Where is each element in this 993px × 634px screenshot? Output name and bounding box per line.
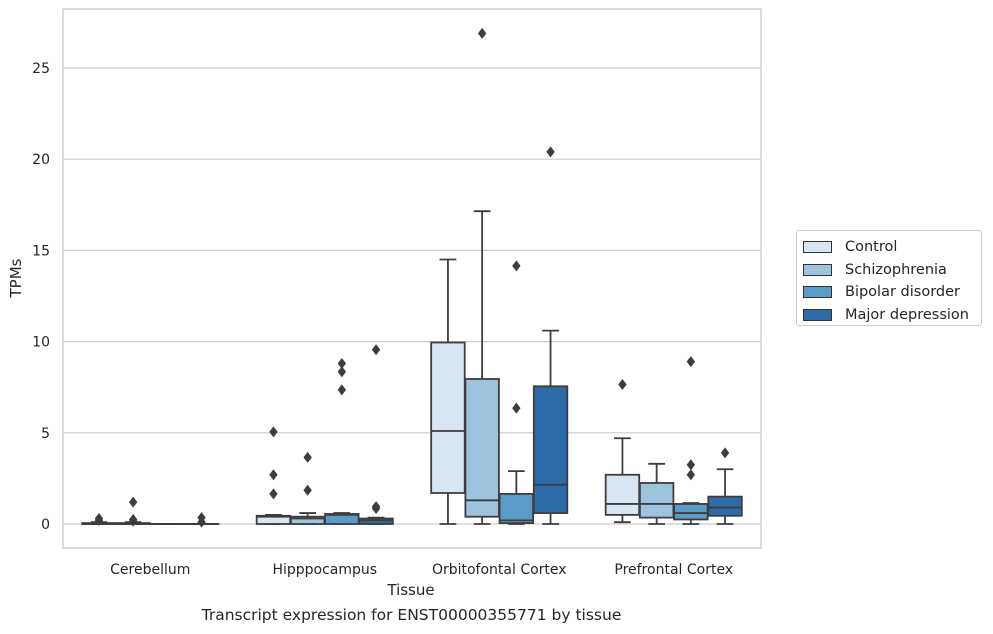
x-tick-label: Cerebellum (110, 562, 190, 578)
legend-label: Schizophrenia (845, 261, 947, 278)
outlier-point (686, 356, 696, 368)
box (673, 356, 709, 525)
y-tick-label: 10 (32, 335, 50, 351)
box (115, 496, 151, 527)
legend: Control Schizophrenia Bipolar disorder Majo… (796, 230, 982, 326)
legend-swatch (803, 263, 832, 276)
outlier-point (686, 469, 696, 481)
outlier-point (337, 357, 347, 369)
box (324, 357, 360, 525)
outlier-point (303, 451, 312, 463)
plot-frame (62, 8, 762, 549)
box (604, 378, 641, 524)
series-bipolar-disorder (149, 260, 709, 526)
x-tick-label: Prefrontal Cortex (614, 562, 733, 578)
legend-item: Control (803, 236, 981, 259)
outlier-point (371, 501, 381, 513)
axes: 0 5 10 15 20 25 Cerebellum Hipppocampus Orbitofo… (32, 8, 762, 578)
box (498, 260, 535, 525)
box-iqr (604, 473, 641, 516)
outlier-point (618, 378, 627, 390)
box (81, 513, 117, 526)
box (464, 27, 500, 525)
box-iqr (498, 493, 535, 524)
outlier-point (477, 27, 487, 39)
outlier-point (197, 512, 206, 524)
box (532, 146, 569, 525)
y-axis-label: TPMs (7, 258, 25, 298)
legend-swatch (803, 241, 832, 254)
outlier-point (269, 488, 278, 500)
outlier-point (512, 402, 521, 414)
outlier-point (128, 513, 138, 525)
grid-lines (63, 67, 761, 525)
legend-item: Major depression (803, 304, 981, 327)
outlier-point (686, 459, 696, 471)
outlier-point (337, 366, 347, 378)
box-iqr (358, 517, 394, 525)
box (255, 426, 292, 525)
box (289, 451, 326, 525)
legend-item: Schizophrenia (803, 259, 981, 282)
box-iqr (638, 482, 675, 519)
outlier-point (371, 344, 381, 356)
box (358, 344, 394, 525)
chart-caption: Transcript expression for ENST0000035577… (201, 606, 622, 624)
series-schizophrenia (115, 27, 675, 527)
legend-swatch (803, 308, 832, 321)
legend-label: Bipolar disorder (845, 284, 960, 301)
box (638, 462, 675, 525)
box (430, 258, 466, 525)
outlier-point (303, 484, 312, 496)
outlier-point (337, 384, 347, 396)
box-plot-series (81, 27, 743, 528)
outlier-point (512, 260, 521, 272)
box-iqr (532, 385, 569, 514)
outlier-point (128, 496, 138, 508)
box-iqr (673, 503, 709, 521)
x-axis-label: Tissue (386, 581, 434, 599)
box (707, 447, 743, 525)
legend-label: Major depression (845, 306, 969, 323)
y-tick-label: 15 (32, 243, 50, 259)
outlier-point (269, 426, 278, 438)
box-iqr (464, 378, 500, 518)
y-tick-label: 20 (32, 152, 50, 168)
x-tick-label: Hipppocampus (272, 562, 377, 578)
series-major-depression (183, 146, 743, 528)
legend-item: Bipolar disorder (803, 281, 981, 304)
legend-label: Control (845, 239, 898, 256)
outlier-point (269, 469, 278, 481)
box (183, 512, 220, 528)
outlier-point (546, 146, 555, 158)
outlier-point (720, 447, 730, 459)
outlier-point (94, 513, 104, 525)
y-tick-label: 25 (32, 61, 50, 77)
y-tick-label: 0 (41, 517, 50, 533)
series-control (81, 258, 641, 526)
box-iqr (430, 341, 466, 494)
y-tick-label: 5 (41, 426, 50, 442)
x-tick-label: Orbitofontal Cortex (432, 562, 567, 578)
box-iqr (707, 495, 743, 517)
legend-swatch (803, 286, 832, 299)
